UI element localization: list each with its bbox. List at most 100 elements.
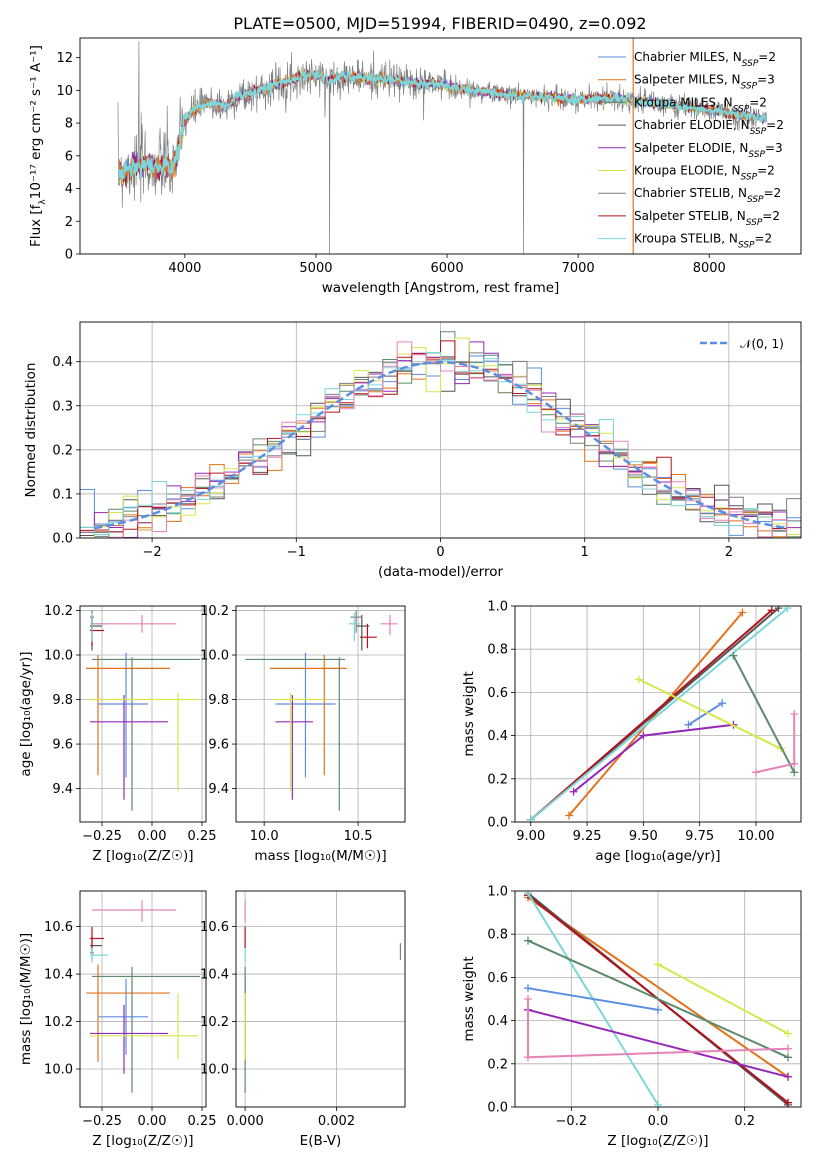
y-tick-label: 6 [65,149,73,164]
x-tick-label: 0.0 [648,1114,669,1129]
x-tick-label: 1 [581,545,589,560]
plus-marker [654,1005,662,1014]
series-line [530,607,789,821]
point-salpeter_stelib [90,926,104,948]
plus-marker [718,699,727,708]
axes-age_vs_Z: 9.4 9.6 9.8 10.0 10.2 −0.25 0.00 0.25 Z [log₁₀(Z… [18,604,216,864]
point-chabrier_miles [98,978,148,1055]
x-tick-label: −0.2 [556,1114,588,1129]
x-tick-label: 10.00 [737,829,774,844]
y-tick-label: 10 [56,84,73,99]
plus-marker [524,984,532,993]
series-kroupa_stelib [526,606,792,822]
plus-marker [524,891,532,898]
x-tick-label: 9.25 [573,829,602,844]
series-kroupa_miles [524,936,792,1062]
plus-marker [784,1072,792,1081]
legend-label: Salpeter ELODIE, NSSP=3 [634,141,783,160]
y-tick-label: 10.6 [44,920,73,935]
x-axis-label: Z [log₁₀(Z/Z☉)] [92,848,193,864]
x-axis-label: E(B-V) [300,1133,342,1149]
legend-label: 𝒩(0, 1) [740,337,784,351]
y-tick-label: 0.4 [487,729,508,744]
y-tick-label: 0.2 [487,1057,508,1072]
x-tick-label: 9.00 [516,829,545,844]
x-tick-label: 5000 [299,261,332,276]
y-tick-label: 10.6 [200,920,229,935]
y-tick-label: 0.0 [487,1101,508,1116]
x-tick-label: 7000 [562,261,595,276]
y-tick-label: 0.6 [487,686,508,701]
plus-marker [569,787,578,796]
y-axis-label: mass [log₁₀(M/M☉)] [18,933,34,1065]
y-tick-label: 10.0 [44,1063,73,1078]
y-axis-label: mass weight [461,671,477,756]
y-tick-label: 0.6 [487,971,508,986]
y-tick-label: 10.2 [44,1015,73,1030]
y-tick-label: 0.2 [487,772,508,787]
x-tick-label: −0.25 [82,1114,122,1129]
axes-frame [79,605,207,823]
y-tick-label: 10.2 [200,604,229,619]
axes-frame [514,890,802,1108]
series-line [657,963,789,1035]
x-axis-label: Z [log₁₀(Z/Z☉)] [607,1133,708,1149]
histogram-kroupa_elodie [80,337,801,538]
y-tick-label: 9.6 [52,738,73,753]
y-tick-label: 9.4 [52,782,73,797]
point-kroupa_miles [245,657,345,811]
y-tick-labels: 9.4 9.6 9.8 10.0 10.2 [200,604,229,797]
series-kroupa_elodie [634,675,785,753]
y-tick-label: 0.0 [52,532,73,547]
y-tick-label: 0 [65,248,73,263]
model-line-kroupa_stelib [118,68,767,181]
plus-marker [639,731,648,740]
weight-lines [526,606,799,822]
legend-label: Kroupa ELODIE, NSSP=2 [634,164,775,183]
plus-marker [790,710,799,718]
x-tick-label: 0.2 [734,1114,755,1129]
y-tick-labels: 0 2 4 6 8 10 12 [56,51,73,262]
y-tick-label: 9.8 [208,693,229,708]
axes-residuals: 0.0 0.1 0.2 0.3 0.4 −2 −1 0 1 2 (data-model)/error… [23,321,802,580]
point-salpeter_elodie [90,695,168,800]
plus-marker [784,1053,792,1062]
y-axis-label: age [log₁₀(age/yr)] [18,651,34,776]
plus-marker [784,1029,792,1038]
axes-frame [514,605,802,823]
y-tick-label: 0.3 [52,399,73,414]
series-line [527,987,659,1011]
y-tick-labels: 0.0 0.1 0.2 0.3 0.4 [52,355,73,546]
axes-age_vs_mass: 9.4 9.6 9.8 10.0 10.2 10.0 10.5 mass [log₁₀(M/M… [200,604,406,864]
y-tick-label: 0.0 [487,816,508,831]
axes-frame [235,890,406,1108]
legend-label: Salpeter STELIB, NSSP=2 [634,209,780,228]
plus-marker [729,651,738,660]
x-tick-label: 0.002 [318,1114,355,1129]
point-chabrier_stelib [350,610,362,633]
histogram-kroupa_stelib [80,352,801,535]
x-tick-label: 0.25 [188,1114,217,1129]
y-tick-label: 1.0 [487,885,508,900]
plus-marker [767,606,776,615]
plus-marker [790,759,799,768]
x-tick-labels: −0.2 0.0 0.2 [556,1114,755,1129]
x-tick-label: −1 [287,545,306,560]
x-tick-label: 9.50 [629,829,658,844]
hist-lines [80,331,801,538]
plus-marker [774,606,783,613]
legend-label: Kroupa MILES, NSSP=2 [634,95,767,114]
point-salpeter_elodie [275,695,313,800]
plus-marker [751,768,760,777]
point-pink [380,614,398,635]
point-pink [92,900,176,922]
y-tick-label: 10.2 [44,604,73,619]
errorbars [244,900,402,1093]
y-axis-label: mass weight [461,956,477,1041]
y-tick-label: 10.0 [200,648,229,663]
normal-curve [94,360,787,530]
point-kroupa_elodie [271,692,325,791]
point-chabrier_miles [275,652,336,778]
figure-title: PLATE=0500, MJD=51994, FIBERID=0490, z=0… [233,14,646,33]
